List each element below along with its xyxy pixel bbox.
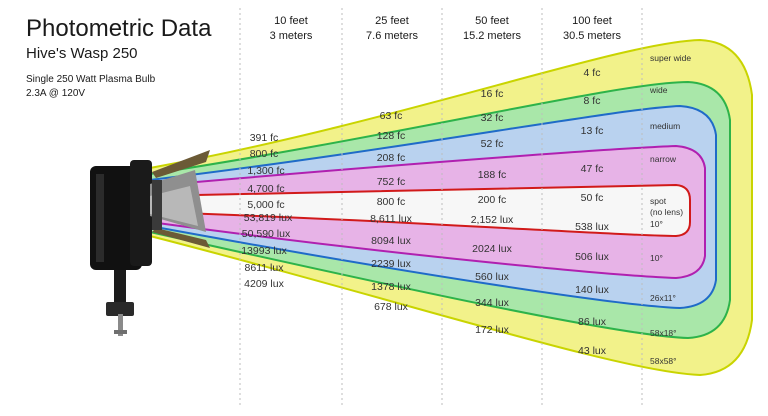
- fc-value: 4 fc: [584, 67, 601, 79]
- fc-value: 47 fc: [581, 163, 604, 175]
- lux-value: 4209 lux: [244, 278, 284, 290]
- beam-label-medium: medium: [650, 121, 680, 131]
- fc-value: 8 fc: [584, 95, 601, 107]
- beam-labels: super wide wide medium narrow spot (no l…: [649, 53, 691, 366]
- page-title: Photometric Data: [26, 15, 212, 42]
- fc-value: 128 fc: [377, 130, 406, 142]
- beam-label-spot-sub: (no lens): [650, 207, 683, 217]
- lux-value: 506 lux: [575, 251, 610, 263]
- distance-meters: 7.6 meters: [366, 30, 418, 42]
- distance-feet: 10 feet: [274, 15, 308, 27]
- fc-value: 13 fc: [581, 125, 604, 137]
- fc-value: 200 fc: [478, 194, 507, 206]
- distance-headers: 10 feet 3 meters 25 feet 7.6 meters 50 f…: [270, 15, 622, 42]
- beam-shapes: [149, 38, 753, 377]
- beam-angle-narrow: 10°: [650, 253, 663, 263]
- beam-angle-spot: 10°: [650, 219, 663, 229]
- beam-spot-shape: [149, 183, 691, 238]
- beam-label-wide: wide: [649, 85, 668, 95]
- fc-value: 391 fc: [250, 132, 279, 144]
- beam-label-spot-text: spot: [650, 196, 667, 206]
- distance-meters: 15.2 meters: [463, 30, 522, 42]
- fc-value: 800 fc: [250, 148, 279, 160]
- fc-value: 188 fc: [478, 169, 507, 181]
- page-subtitle: Hive's Wasp 250: [26, 45, 138, 62]
- lux-value: 2239 lux: [371, 258, 411, 270]
- fc-value: 752 fc: [377, 176, 406, 188]
- lux-value: 8,611 lux: [370, 213, 413, 225]
- lux-value: 538 lux: [575, 221, 610, 233]
- lux-value: 1378 lux: [371, 281, 411, 293]
- distance-feet: 25 feet: [375, 15, 409, 27]
- beam-label-super-wide: super wide: [650, 53, 691, 63]
- fc-value: 5,000 fc: [247, 199, 284, 211]
- lux-value: 8611 lux: [245, 262, 285, 274]
- fc-value: 208 fc: [377, 152, 406, 164]
- fc-value: 4,700 fc: [247, 183, 284, 195]
- lux-value: 2024 lux: [472, 243, 512, 255]
- lux-value: 344 lux: [475, 297, 510, 309]
- distance-feet: 100 feet: [572, 15, 612, 27]
- lux-value: 13993 lux: [241, 245, 287, 257]
- lux-value: 8094 lux: [371, 235, 411, 247]
- spec-line-power: 2.3A @ 120V: [26, 88, 85, 99]
- lux-value: 172 lux: [475, 324, 510, 336]
- fc-value: 800 fc: [377, 196, 406, 208]
- beam-label-narrow: narrow: [650, 154, 677, 164]
- fc-value: 1,300 fc: [247, 165, 284, 177]
- lux-values: 53,819 lux 8,611 lux 2,152 lux 538 lux 5…: [241, 212, 609, 357]
- fc-value: 52 fc: [481, 138, 504, 150]
- footcandle-values: 391 fc 63 fc 16 fc 4 fc 800 fc 128 fc 32…: [247, 67, 603, 211]
- fc-value: 63 fc: [380, 110, 403, 122]
- distance-feet: 50 feet: [475, 15, 509, 27]
- lux-value: 53,819 lux: [244, 212, 293, 224]
- distance-meters: 30.5 meters: [563, 30, 622, 42]
- beam-angle-medium: 26x11°: [650, 293, 676, 303]
- distance-dividers: [239, 8, 643, 408]
- lux-value: 2,152 lux: [471, 214, 514, 226]
- lux-value: 50,590 lux: [242, 228, 291, 240]
- beam-angle-wide: 58x18°: [650, 328, 677, 338]
- beam-angle-super-wide: 58x58°: [650, 356, 677, 366]
- wasp-250-light-fixture-icon: [90, 150, 210, 336]
- fc-value: 50 fc: [581, 192, 604, 204]
- distance-meters: 3 meters: [270, 30, 313, 42]
- fc-value: 32 fc: [481, 112, 504, 124]
- lux-value: 678 lux: [374, 301, 409, 313]
- fc-value: 16 fc: [481, 88, 504, 100]
- lux-value: 140 lux: [575, 284, 610, 296]
- lux-value: 43 lux: [578, 345, 607, 357]
- spec-line-bulb: Single 250 Watt Plasma Bulb: [26, 74, 156, 85]
- beam-label-spot: spot (no lens): [650, 196, 683, 217]
- lux-value: 86 lux: [578, 316, 607, 328]
- lux-value: 560 lux: [475, 271, 510, 283]
